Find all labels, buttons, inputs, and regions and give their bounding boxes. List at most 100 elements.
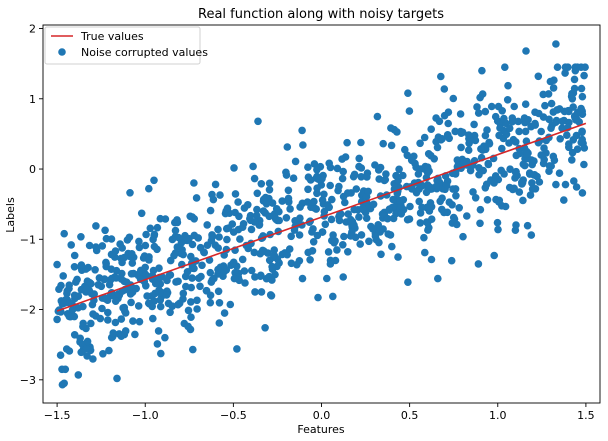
scatter-point	[89, 310, 97, 318]
scatter-point	[522, 47, 530, 55]
scatter-point	[528, 179, 536, 187]
scatter-point	[174, 277, 182, 286]
scatter-point	[65, 312, 74, 321]
scatter-point	[268, 276, 276, 284]
scatter-point	[220, 309, 229, 317]
scatter-point	[515, 188, 524, 196]
scatter-point	[339, 241, 347, 249]
scatter-point	[496, 124, 504, 132]
scatter-point	[570, 84, 579, 93]
scatter-point	[120, 253, 129, 262]
scatter-point	[416, 219, 425, 227]
scatter-point	[96, 314, 105, 323]
scatter-point	[206, 298, 215, 307]
scatter-point	[558, 117, 567, 126]
scatter-point	[249, 162, 257, 171]
scatter-point	[561, 69, 569, 77]
scatter-point	[77, 261, 86, 269]
scatter-point	[565, 143, 573, 152]
true-values-line	[56, 122, 587, 312]
scatter-point	[313, 184, 321, 192]
scatter-point	[333, 164, 342, 173]
scatter-point	[556, 135, 564, 143]
scatter-point	[424, 150, 433, 158]
scatter-point	[569, 103, 577, 111]
scatter-point	[270, 251, 279, 260]
scatter-point	[395, 165, 403, 174]
scatter-point	[581, 63, 589, 71]
scatter-point	[150, 176, 158, 185]
scatter-point	[504, 81, 512, 90]
x-tick-label: 0.0	[313, 409, 331, 422]
scatter-point	[262, 200, 271, 208]
scatter-point	[563, 131, 571, 139]
scatter-point	[497, 166, 506, 175]
scatter-point	[522, 150, 531, 158]
scatter-point	[145, 184, 153, 193]
scatter-point	[449, 94, 458, 103]
scatter-point	[150, 231, 158, 240]
scatter-point	[53, 260, 61, 269]
scatter-point	[442, 180, 451, 189]
scatter-point	[512, 221, 520, 229]
scatter-point	[111, 318, 120, 327]
scatter-point	[153, 223, 162, 232]
scatter-point	[498, 144, 506, 153]
scatter-point	[388, 242, 396, 251]
scatter-point	[389, 195, 397, 204]
scatter-point	[546, 77, 555, 86]
scatter-point	[206, 268, 215, 277]
scatter-point	[183, 268, 192, 276]
scatter-point	[128, 288, 137, 297]
scatter-point	[544, 90, 553, 98]
scatter-point	[229, 258, 238, 267]
scatter-point	[521, 161, 529, 170]
scatter-point	[83, 337, 92, 346]
scatter-point	[128, 259, 137, 267]
scatter-point	[577, 84, 586, 93]
scatter-point	[445, 134, 454, 143]
scatter-point	[220, 267, 229, 276]
scatter-point	[102, 295, 110, 303]
scatter-point	[92, 246, 101, 255]
scatter-point	[427, 125, 436, 133]
scatter-point	[143, 292, 151, 300]
scatter-point	[265, 186, 274, 194]
scatter-point	[338, 174, 347, 183]
scatter-point	[289, 174, 298, 182]
scatter-point	[170, 251, 178, 260]
scatter-point	[184, 306, 193, 315]
scatter-point	[505, 139, 513, 147]
scatter-point	[127, 298, 135, 307]
scatter-point	[577, 104, 585, 113]
scatter-point	[344, 210, 353, 218]
scatter-point	[474, 260, 483, 268]
scatter-point	[282, 214, 291, 222]
scatter-point	[424, 226, 432, 234]
x-tick-label: −1.5	[44, 409, 71, 422]
scatter-point	[258, 246, 267, 255]
scatter-point	[459, 232, 467, 241]
scatter-point	[547, 99, 556, 108]
scatter-point	[282, 168, 290, 177]
scatter-point	[578, 189, 587, 197]
scatter-point	[196, 282, 204, 291]
scatter-point	[534, 72, 543, 81]
scatter-point	[335, 216, 344, 225]
scatter-point	[362, 214, 371, 222]
scatter-point	[105, 346, 113, 355]
scatter-point	[453, 220, 461, 229]
scatter-point	[104, 308, 112, 317]
scatter-point	[447, 256, 456, 265]
scatter-point	[85, 241, 94, 250]
scatter-point	[70, 251, 79, 260]
scatter-point	[56, 351, 65, 360]
scatter-point	[286, 205, 294, 213]
scatter-point	[516, 149, 524, 158]
scatter-point	[198, 261, 206, 270]
scatter-point	[329, 231, 337, 239]
scatter-point	[404, 278, 412, 287]
scatter-point	[380, 176, 389, 185]
scatter-point	[411, 159, 419, 168]
scatter-point	[440, 85, 449, 93]
